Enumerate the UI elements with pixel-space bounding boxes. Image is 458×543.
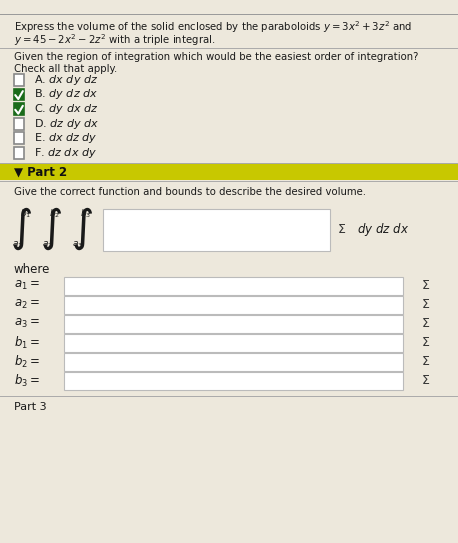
Text: $\int$: $\int$ — [10, 206, 32, 252]
Text: F. $dz\ dx\ dy$: F. $dz\ dx\ dy$ — [34, 146, 98, 160]
Text: $\Sigma$: $\Sigma$ — [421, 374, 431, 387]
Text: Express the volume of the solid enclosed by the paraboloids $y = 3x^2 + 3z^2$ an: Express the volume of the solid enclosed… — [14, 19, 412, 35]
Text: $\Sigma$: $\Sigma$ — [421, 298, 431, 311]
Text: A. $dx\ dy\ dz$: A. $dx\ dy\ dz$ — [34, 73, 98, 87]
Text: $\Sigma$: $\Sigma$ — [421, 355, 431, 368]
FancyBboxPatch shape — [14, 74, 24, 86]
FancyBboxPatch shape — [14, 103, 24, 115]
FancyBboxPatch shape — [64, 277, 403, 294]
FancyBboxPatch shape — [64, 314, 403, 332]
Text: $\int$: $\int$ — [40, 206, 62, 252]
Text: $\Sigma$: $\Sigma$ — [421, 317, 431, 330]
FancyBboxPatch shape — [64, 353, 403, 370]
FancyBboxPatch shape — [0, 163, 458, 180]
Text: $a_3$: $a_3$ — [72, 239, 83, 250]
Text: $\Sigma$: $\Sigma$ — [337, 223, 346, 236]
Text: $a_2$: $a_2$ — [42, 239, 53, 250]
Text: $b_2 =$: $b_2 =$ — [14, 353, 40, 370]
Text: $a_2 =$: $a_2 =$ — [14, 298, 39, 311]
Text: $\Sigma$: $\Sigma$ — [421, 336, 431, 349]
Text: $b_2$: $b_2$ — [49, 207, 60, 220]
Text: $b_3$: $b_3$ — [80, 207, 91, 220]
Text: $b_1$: $b_1$ — [20, 207, 31, 220]
Text: $a_1$: $a_1$ — [12, 239, 23, 250]
Text: Check all that apply.: Check all that apply. — [14, 64, 117, 74]
Text: Part 3: Part 3 — [14, 402, 46, 412]
Text: E. $dx\ dz\ dy$: E. $dx\ dz\ dy$ — [34, 131, 98, 146]
Text: $dy\ dz\ dx$: $dy\ dz\ dx$ — [357, 220, 409, 238]
Text: C. $dy\ dx\ dz$: C. $dy\ dx\ dz$ — [34, 102, 99, 116]
Text: D. $dz\ dy\ dx$: D. $dz\ dy\ dx$ — [34, 117, 99, 131]
Text: ▼ Part 2: ▼ Part 2 — [14, 165, 67, 178]
FancyBboxPatch shape — [103, 209, 330, 251]
Text: $\int$: $\int$ — [71, 206, 93, 252]
FancyBboxPatch shape — [14, 147, 24, 159]
FancyBboxPatch shape — [14, 132, 24, 144]
Text: $y = 45 - 2x^2 - 2z^2$ with a triple integral.: $y = 45 - 2x^2 - 2z^2$ with a triple int… — [14, 33, 215, 48]
FancyBboxPatch shape — [64, 295, 403, 314]
Text: $b_1 =$: $b_1 =$ — [14, 334, 40, 351]
Text: $b_3 =$: $b_3 =$ — [14, 372, 40, 389]
FancyBboxPatch shape — [14, 118, 24, 130]
Text: Give the correct function and bounds to describe the desired volume.: Give the correct function and bounds to … — [14, 187, 366, 197]
Text: $a_1 =$: $a_1 =$ — [14, 279, 39, 292]
FancyBboxPatch shape — [64, 371, 403, 390]
Text: Given the region of integration which would be the easiest order of integration?: Given the region of integration which wo… — [14, 52, 418, 61]
Text: B. $dy\ dz\ dx$: B. $dy\ dz\ dx$ — [34, 87, 98, 102]
Text: where: where — [14, 263, 50, 276]
Text: $\Sigma$: $\Sigma$ — [421, 279, 431, 292]
Text: $a_3 =$: $a_3 =$ — [14, 317, 39, 330]
FancyBboxPatch shape — [14, 89, 24, 100]
FancyBboxPatch shape — [64, 333, 403, 352]
